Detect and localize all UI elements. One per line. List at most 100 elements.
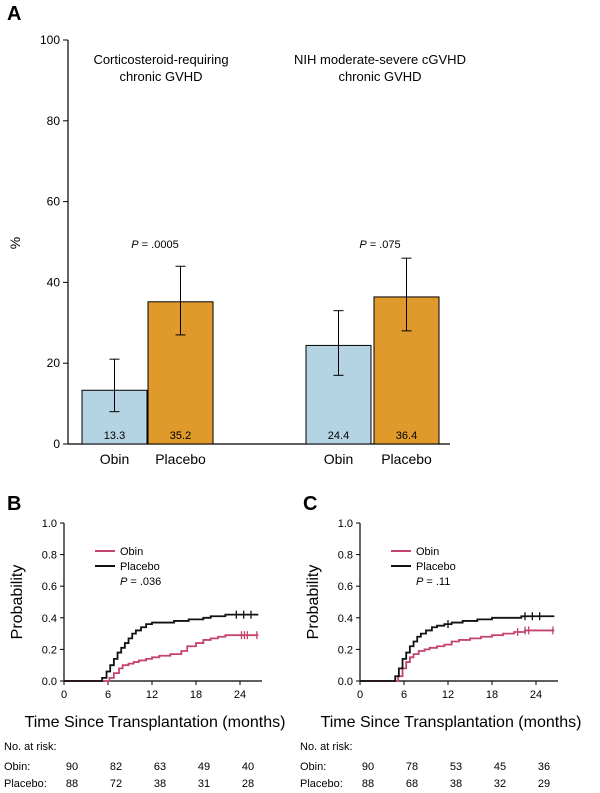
y-tick-label: 0.2 <box>42 644 57 656</box>
risk-count: 90 <box>66 761 78 773</box>
bar-value-label: 35.2 <box>170 430 191 442</box>
x-axis-label: Time Since Transplantation (months) <box>25 714 286 731</box>
risk-count: 88 <box>66 778 78 790</box>
y-tick-label: 0.4 <box>42 613 57 625</box>
bar-chart-panel-a: % Corticosteroid-requiring chronic GVHD … <box>7 33 466 467</box>
group-2-title-line-2: chronic GVHD <box>338 69 421 84</box>
y-tick-label: 1.0 <box>42 518 57 530</box>
y-axis-label: % <box>7 237 23 249</box>
risk-count: 29 <box>538 778 550 790</box>
risk-count: 31 <box>198 778 210 790</box>
category-label: Placebo <box>155 451 206 467</box>
risk-count: 63 <box>154 761 166 773</box>
risk-row-label: Placebo: <box>300 778 343 790</box>
risk-count: 82 <box>110 761 122 773</box>
risk-count: 36 <box>538 761 550 773</box>
risk-count: 28 <box>242 778 254 790</box>
y-tick-label: 80 <box>47 114 61 128</box>
risk-count: 68 <box>406 778 418 790</box>
risk-table-title: No. at risk: <box>4 741 57 753</box>
risk-row-label: Placebo: <box>4 778 47 790</box>
risk-count: 38 <box>154 778 166 790</box>
x-tick-label: 18 <box>190 689 202 701</box>
y-tick-group: 0 20 40 60 80 100 <box>40 33 68 451</box>
km-chart-panel-b: 0.0 0.2 0.4 0.6 0.8 1.0 0 6 12 18 24 Probability Tim… <box>4 518 285 790</box>
panel-letter-b: B <box>7 493 21 515</box>
km-curve-obin <box>360 629 555 682</box>
risk-row-label: Obin: <box>4 761 30 773</box>
km-curve-placebo <box>64 613 259 682</box>
group-1-p-label: P <box>131 239 139 251</box>
legend-label-placebo: Placebo <box>416 561 456 573</box>
y-tick-label: 0.4 <box>338 613 353 625</box>
risk-count: 38 <box>450 778 462 790</box>
y-tick-label: 20 <box>47 356 61 370</box>
y-tick-label: 100 <box>40 33 60 47</box>
bar-value-label: 13.3 <box>104 430 125 442</box>
p-value: = .11 <box>423 576 450 588</box>
y-axis-label: Probability <box>9 565 26 640</box>
y-tick-label: 40 <box>47 275 61 289</box>
p-value: = .036 <box>127 576 161 588</box>
risk-count: 72 <box>110 778 122 790</box>
group-1-p-value: P = .0005 <box>131 239 178 251</box>
panel-letter-a: A <box>7 3 21 25</box>
risk-count: 90 <box>362 761 374 773</box>
p-label: P <box>416 576 424 588</box>
group-2-title-line-1: NIH moderate-severe cGVHD <box>294 52 466 67</box>
y-tick-label: 0.8 <box>42 550 57 562</box>
km-curve-obin <box>64 634 259 682</box>
p-value-text: P = .11 <box>416 576 450 588</box>
legend-label-obin: Obin <box>416 546 439 558</box>
group-2-p-value: P = .075 <box>359 239 400 251</box>
y-tick-label: 1.0 <box>338 518 353 530</box>
risk-count: 53 <box>450 761 462 773</box>
x-tick-label: 12 <box>146 689 158 701</box>
km-curve-placebo <box>360 615 555 682</box>
x-axis-label: Time Since Transplantation (months) <box>321 714 582 731</box>
x-tick-label: 0 <box>61 689 67 701</box>
y-axis-label: Probability <box>305 565 322 640</box>
risk-count: 88 <box>362 778 374 790</box>
group-1-title-line-1: Corticosteroid-requiring <box>93 52 228 67</box>
bars-group: 13.3 Obin 35.2 Placebo 24.4 Obin 36.4 Placebo <box>81 257 440 467</box>
legend-label-obin: Obin <box>120 546 143 558</box>
y-tick-label: 0.8 <box>338 550 353 562</box>
risk-count: 40 <box>242 761 254 773</box>
x-tick-label: 6 <box>401 689 407 701</box>
y-tick-label: 0.6 <box>42 581 57 593</box>
x-tick-label: 0 <box>357 689 363 701</box>
bar-value-label: 24.4 <box>328 430 349 442</box>
risk-count: 78 <box>406 761 418 773</box>
x-tick-label: 24 <box>530 689 542 701</box>
p-label: P <box>120 576 128 588</box>
group-2-p-label: P <box>359 239 367 251</box>
risk-count: 32 <box>494 778 506 790</box>
y-tick-label: 0.0 <box>338 676 353 688</box>
risk-table-title: No. at risk: <box>300 741 353 753</box>
x-tick-label: 12 <box>442 689 454 701</box>
legend-label-placebo: Placebo <box>120 561 160 573</box>
risk-row-label: Obin: <box>300 761 326 773</box>
category-label: Placebo <box>381 451 432 467</box>
group-1-title-line-2: chronic GVHD <box>119 69 202 84</box>
y-tick-label: 0 <box>53 437 60 451</box>
group-1-p-text: = .0005 <box>139 239 179 251</box>
category-label: Obin <box>100 451 130 467</box>
x-tick-label: 24 <box>234 689 246 701</box>
x-tick-label: 18 <box>486 689 498 701</box>
category-label: Obin <box>324 451 354 467</box>
y-tick-label: 0.2 <box>338 644 353 656</box>
bar-value-label: 36.4 <box>396 430 417 442</box>
y-tick-label: 0.0 <box>42 676 57 688</box>
y-tick-label: 0.6 <box>338 581 353 593</box>
group-2-p-text: = .075 <box>367 239 401 251</box>
km-chart-panel-c: 0.0 0.2 0.4 0.6 0.8 1.0 0 6 12 18 24 Probability Tim… <box>300 518 581 790</box>
p-value-text: P = .036 <box>120 576 161 588</box>
risk-count: 45 <box>494 761 506 773</box>
x-tick-label: 6 <box>105 689 111 701</box>
panel-letter-c: C <box>303 493 317 515</box>
risk-count: 49 <box>198 761 210 773</box>
y-tick-label: 60 <box>47 195 61 209</box>
